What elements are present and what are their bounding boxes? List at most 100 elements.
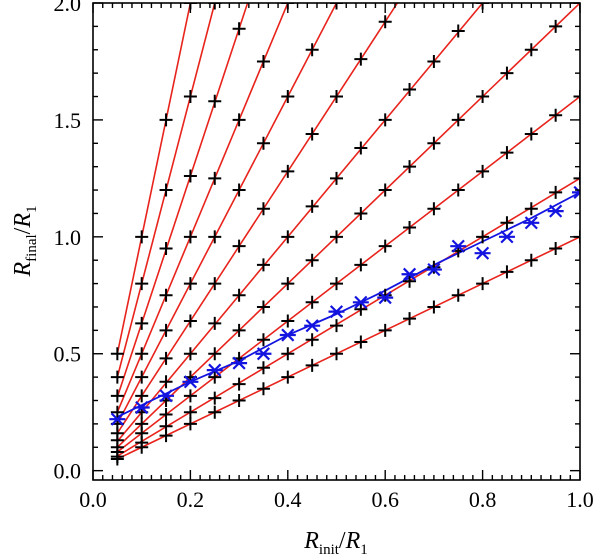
cross-point: [232, 394, 246, 407]
asterisk-point: [304, 319, 321, 333]
cross-point: [451, 183, 465, 197]
cross-point: [232, 288, 246, 302]
cross-point: [159, 183, 173, 197]
cross-point: [427, 202, 441, 216]
y-tick-label: 1.0: [54, 225, 82, 250]
cross-point: [159, 351, 173, 365]
cross-point: [427, 54, 441, 68]
cross-point: [524, 127, 538, 141]
cross-point: [159, 288, 173, 302]
y-tick-label: 0.0: [54, 459, 82, 484]
cross-point: [208, 370, 222, 384]
cross-point: [500, 146, 514, 160]
cross-point: [476, 277, 490, 291]
cross-point: [159, 375, 173, 389]
cross-point: [208, 171, 222, 185]
cross-point: [183, 314, 197, 328]
cross-point: [354, 335, 368, 349]
cross-point: [208, 316, 222, 330]
cross-point: [330, 90, 343, 104]
cross-point: [135, 389, 149, 403]
cross-point: [183, 389, 197, 403]
cross-point: [330, 230, 343, 244]
cross-point: [159, 408, 173, 422]
asterisk-point: [279, 328, 296, 342]
cross-point: [256, 54, 270, 68]
cross-point: [305, 333, 319, 347]
cross-markers: [110, 3, 580, 466]
cross-point: [305, 253, 319, 267]
cross-point: [524, 202, 538, 216]
cross-point: [183, 230, 197, 244]
cross-point: [208, 347, 222, 361]
asterisk-point: [498, 230, 515, 244]
asterisk-point: [182, 375, 199, 389]
x-tick-label: 0.4: [274, 487, 302, 512]
cross-point: [208, 230, 222, 244]
cross-point: [159, 419, 173, 433]
cross-point: [378, 288, 392, 302]
asterisk-point: [377, 291, 394, 305]
asterisk-point: [523, 216, 540, 230]
cross-point: [330, 171, 343, 185]
asterisk-point: [158, 389, 175, 403]
asterisk-point: [474, 246, 491, 260]
x-tick-label: 0.8: [469, 487, 497, 512]
cross-point: [256, 258, 270, 272]
cross-point: [232, 22, 246, 36]
model-line: [116, 3, 338, 425]
cross-point: [354, 258, 368, 272]
cross-point: [208, 391, 222, 405]
cross-point: [208, 405, 222, 419]
cross-point: [330, 277, 343, 291]
cross-point: [305, 127, 319, 141]
cross-point: [549, 19, 563, 33]
cross-point: [305, 358, 319, 372]
model-line: [116, 3, 192, 354]
cross-point: [354, 141, 368, 155]
cross-point: [330, 347, 343, 361]
cross-point: [159, 323, 173, 337]
asterisk-point: [231, 356, 248, 370]
asterisk-markers: [109, 185, 580, 426]
cross-point: [403, 220, 417, 234]
asterisk-point: [572, 185, 580, 199]
cross-point: [183, 417, 197, 431]
cross-point: [135, 417, 149, 431]
cross-point: [378, 323, 392, 337]
asterisk-point: [133, 400, 150, 415]
cross-point: [378, 15, 392, 29]
model-line: [116, 3, 249, 398]
x-axis-title: Rinit/R1: [303, 528, 368, 557]
cross-point: [281, 230, 295, 244]
asterisk-point: [255, 347, 272, 361]
cross-point: [232, 239, 246, 253]
cross-point: [183, 90, 197, 104]
cross-point: [476, 230, 490, 244]
asterisk-point: [425, 262, 442, 277]
asterisk-point: [206, 363, 223, 377]
cross-point: [378, 239, 392, 253]
cross-point: [256, 202, 270, 216]
model-line: [116, 3, 580, 448]
cross-point: [305, 199, 319, 213]
cross-point: [183, 169, 197, 183]
asterisk-point: [450, 239, 467, 253]
cross-point: [135, 277, 149, 291]
asterisk-point: [352, 295, 369, 309]
cross-point: [451, 113, 465, 127]
cross-point: [427, 300, 441, 314]
cross-point: [403, 83, 417, 97]
cross-point: [281, 370, 295, 384]
cross-point: [549, 242, 563, 256]
cross-point: [135, 370, 149, 384]
cross-point: [354, 206, 368, 220]
cross-point: [549, 108, 563, 122]
cross-point: [378, 113, 392, 127]
red-lines: [116, 3, 580, 460]
cross-point: [232, 113, 246, 127]
cross-point: [500, 66, 514, 80]
model-line: [117, 236, 580, 460]
cross-point: [500, 265, 514, 279]
